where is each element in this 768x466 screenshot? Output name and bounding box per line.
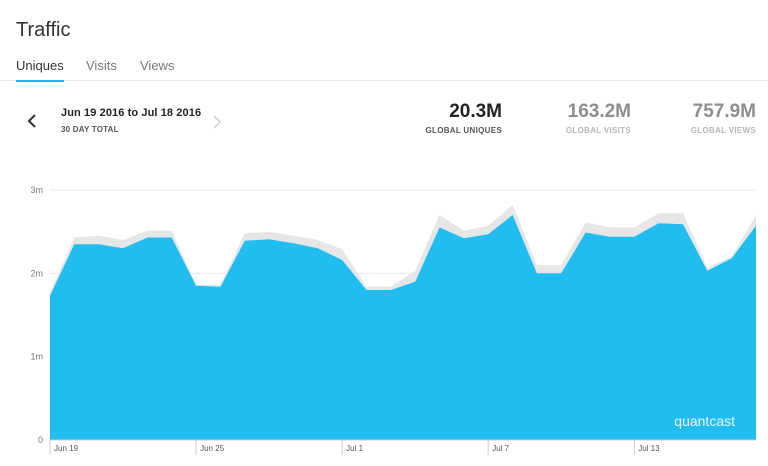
chevron-right-icon	[213, 115, 222, 129]
traffic-area-chart: 0 1m 2m 3m Jun 19 Jun 25 Jul 1 Jul 7 Jul 13 quant…	[30, 185, 757, 455]
y-tick-label: 2m	[30, 268, 43, 278]
x-tick-label: Jul 13	[638, 444, 660, 453]
chevron-left-icon	[27, 114, 36, 128]
uniques-area	[50, 215, 756, 440]
y-tick-label: 3m	[30, 185, 43, 195]
tab-visits[interactable]: Visits	[86, 58, 117, 73]
stat-global-views[interactable]: 757.9M GLOBAL VIEWS	[690, 101, 756, 136]
quantcast-watermark: quantcast	[674, 413, 735, 429]
stat-label: GLOBAL UNIQUES	[425, 126, 502, 135]
tab-bar: Uniques Visits Views	[0, 56, 768, 82]
y-tick-label: 1m	[30, 352, 43, 362]
date-range-subtitle: 30 DAY TOTAL	[61, 125, 119, 134]
next-period-button[interactable]	[210, 114, 224, 130]
stat-label: GLOBAL VIEWS	[690, 126, 756, 135]
stat-value: 20.3M	[449, 101, 502, 122]
x-tick-label: Jul 7	[492, 444, 509, 453]
tab-uniques[interactable]: Uniques	[16, 58, 64, 82]
y-tick-label: 0	[38, 435, 43, 445]
x-tick-label: Jun 19	[54, 444, 79, 453]
stat-label: GLOBAL VISITS	[565, 126, 631, 135]
stat-value: 163.2M	[567, 101, 631, 122]
stat-global-uniques[interactable]: 20.3M GLOBAL UNIQUES	[425, 101, 502, 136]
date-range: Jun 19 2016 to Jul 18 2016	[61, 107, 202, 119]
page-title: Traffic	[16, 19, 71, 41]
x-tick-label: Jul 1	[346, 444, 363, 453]
previous-period-button[interactable]	[24, 112, 42, 130]
tab-views[interactable]: Views	[140, 58, 175, 73]
stat-global-visits[interactable]: 163.2M GLOBAL VISITS	[565, 101, 631, 136]
x-tick-label: Jun 25	[200, 444, 225, 453]
stat-value: 757.9M	[692, 101, 756, 122]
